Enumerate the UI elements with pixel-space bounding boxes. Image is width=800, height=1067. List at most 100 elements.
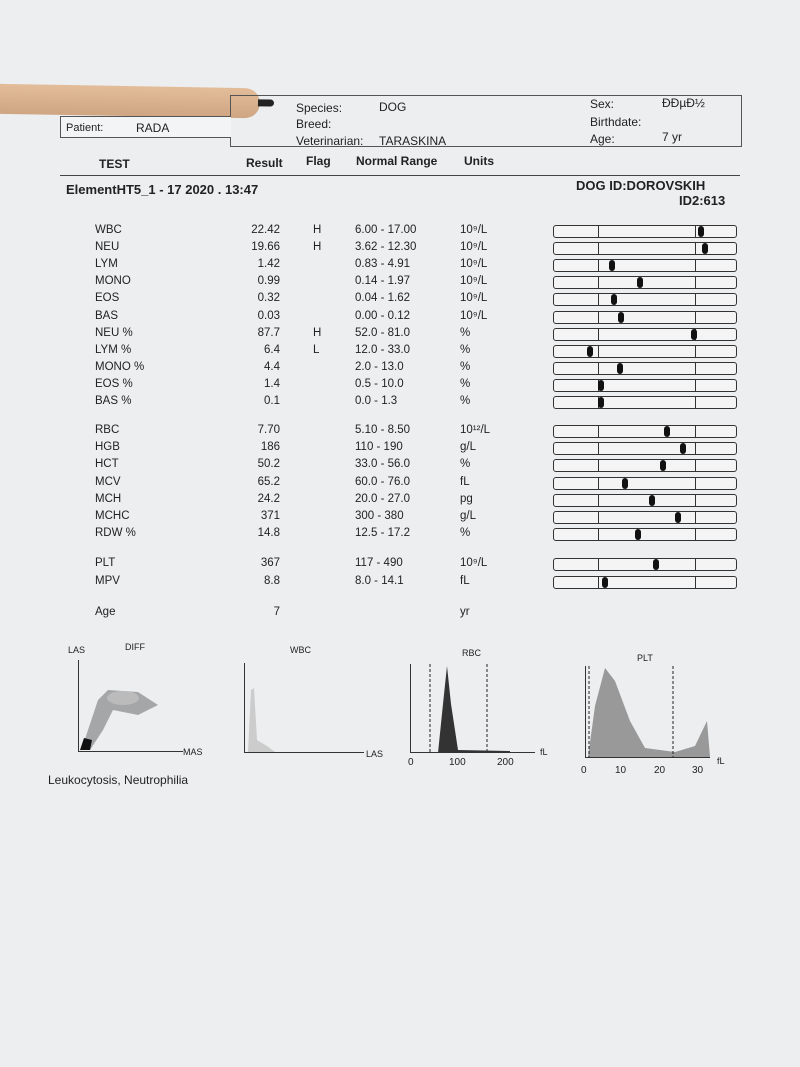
result-value: 0.1	[264, 395, 280, 407]
col-test: TEST	[99, 157, 130, 171]
normal-range: 0.5 - 10.0	[355, 377, 404, 390]
normal-range: 300 - 380	[355, 510, 404, 522]
rbc-histogram	[429, 664, 510, 753]
rbc-x-label: fL	[540, 747, 548, 757]
normal-range: 12.0 - 33.0	[355, 343, 410, 356]
normal-range: 8.0 - 14.1	[355, 574, 404, 587]
result-row: LYM 1.42 0.83 - 4.91 10⁹/L	[95, 258, 745, 275]
flag: H	[313, 326, 322, 339]
wbc-y-axis	[244, 663, 245, 753]
test-name: HGB	[95, 441, 120, 454]
result-value: 6.4	[264, 343, 280, 356]
result-marker	[616, 362, 623, 374]
units: g/L	[460, 441, 476, 454]
result-marker	[621, 477, 628, 489]
units: 10⁹/L	[460, 557, 488, 569]
test-name: WBC	[95, 224, 122, 236]
age-label: Age:	[590, 132, 615, 146]
result-row: EOS % 1.4 0.5 - 10.0%	[95, 378, 745, 395]
result-marker	[652, 559, 659, 570]
diff-x-axis	[78, 751, 183, 752]
plt-histogram	[588, 666, 710, 757]
result-row: BAS % 0.1 0.0 - 1.3%	[95, 395, 745, 412]
normal-range: 52.0 - 81.0	[355, 326, 410, 339]
result-value: 0.03	[257, 309, 280, 322]
result-value: 7	[273, 606, 280, 618]
result-marker	[598, 379, 605, 391]
range-bar	[553, 276, 737, 290]
normal-range: 0.83 - 4.91	[355, 258, 410, 271]
sex-label: Sex:	[590, 97, 615, 111]
col-result: Result	[246, 156, 283, 170]
test-name: HCT	[95, 458, 119, 471]
result-marker	[601, 576, 608, 588]
range-bar	[553, 259, 737, 273]
result-row: MCH 24.2 20.0 - 27.0 pg	[95, 493, 745, 510]
units: 10¹²/L	[460, 424, 491, 436]
pencil	[0, 83, 261, 119]
units: yr	[460, 606, 470, 618]
result-marker	[660, 460, 667, 472]
plt-y-axis	[585, 666, 586, 758]
units: %	[460, 395, 471, 407]
rbc-tick: 0	[408, 757, 414, 768]
test-name: RDW %	[95, 527, 136, 540]
result-row: MPV 8.8 8.0 - 14.1 fL	[95, 575, 745, 592]
age-value: 7 yr	[662, 130, 683, 144]
units: 10⁹/L	[460, 275, 488, 288]
units: fL	[460, 574, 470, 587]
interpretation: Leukocytosis, Neutrophilia	[48, 773, 189, 787]
result-value: 19.66	[251, 241, 280, 254]
result-value: 50.2	[257, 458, 280, 471]
test-name: MCH	[95, 492, 122, 505]
result-value: 87.7	[257, 326, 280, 339]
result-marker	[691, 328, 698, 340]
units: 10⁹/L	[460, 309, 488, 322]
rbc-tick: 200	[497, 757, 514, 768]
species-value: DOG	[379, 100, 407, 114]
result-value: 1.42	[257, 258, 280, 271]
units: %	[460, 527, 471, 540]
units: g/L	[460, 510, 476, 522]
test-name: BAS	[95, 309, 119, 322]
result-row: RDW % 14.8 12.5 - 17.2%	[95, 527, 745, 544]
result-row: HCT 50.2 33.0 - 56.0%	[95, 458, 745, 475]
range-bar	[553, 242, 737, 256]
units: %	[460, 343, 471, 356]
range-bar	[553, 378, 737, 392]
species-label: Species:	[296, 101, 343, 115]
wbc-x-label: LAS	[366, 749, 384, 759]
range-bar	[553, 476, 737, 490]
range-bar	[553, 361, 737, 375]
units: 10⁹/L	[460, 241, 488, 254]
units: %	[460, 377, 471, 390]
test-name: NEU %	[95, 326, 133, 339]
result-value: 22.42	[251, 224, 280, 236]
normal-range: 117 - 490	[355, 557, 403, 569]
units: %	[460, 360, 471, 373]
diff-x-label: MAS	[183, 747, 203, 757]
plt-tick: 20	[654, 765, 666, 776]
plt-x-label: fL	[717, 756, 725, 766]
test-name: MCHC	[95, 510, 130, 522]
range-bar	[553, 442, 737, 456]
test-name: RBC	[95, 424, 120, 436]
divider	[60, 175, 740, 176]
test-name: MONO	[95, 275, 131, 288]
run-id1: DOG ID:DOROVSKIH	[576, 178, 706, 193]
range-bar	[553, 528, 737, 542]
range-bar	[553, 493, 737, 507]
result-marker	[598, 397, 605, 408]
diff-scatter	[80, 690, 158, 750]
result-row: LYM % 6.4 L 12.0 - 33.0%	[95, 344, 745, 361]
units: 10⁹/L	[460, 224, 488, 236]
result-row: BAS 0.03 0.00 - 0.12 10⁹/L	[95, 310, 745, 327]
test-name: LYM	[95, 258, 118, 271]
result-value: 0.99	[257, 275, 280, 288]
result-marker	[587, 345, 594, 357]
result-marker	[649, 494, 656, 506]
col-range: Normal Range	[356, 154, 438, 168]
result-value: 8.8	[264, 574, 280, 587]
result-value: 4.4	[264, 360, 280, 373]
rbc-tick: 100	[449, 757, 466, 768]
